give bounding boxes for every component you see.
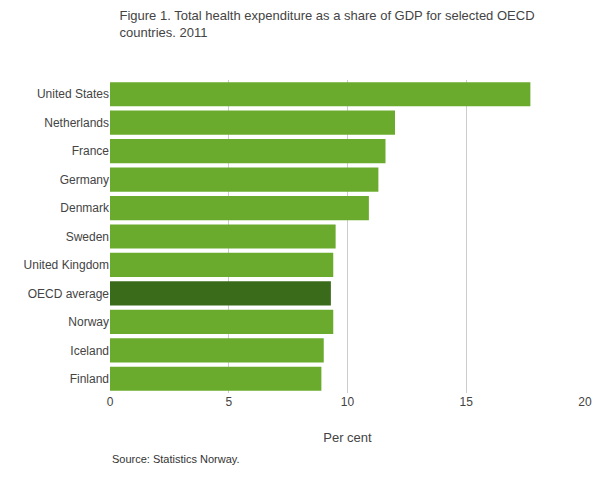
svg-text:France: France <box>72 144 110 158</box>
svg-text:20: 20 <box>578 395 592 409</box>
svg-text:Sweden: Sweden <box>66 230 109 244</box>
svg-text:Figure 1. Total health expendi: Figure 1. Total health expenditure as a … <box>120 8 535 40</box>
svg-text:Iceland: Iceland <box>70 344 109 358</box>
svg-text:Norway: Norway <box>68 315 109 329</box>
svg-text:15: 15 <box>460 395 474 409</box>
svg-text:Source: Statistics Norway.: Source: Statistics Norway. <box>112 453 240 465</box>
svg-text:United Kingdom: United Kingdom <box>24 258 109 272</box>
svg-text:Finland: Finland <box>70 372 109 386</box>
svg-text:0: 0 <box>107 395 114 409</box>
svg-text:United States: United States <box>37 87 109 101</box>
svg-text:5: 5 <box>225 395 232 409</box>
svg-text:10: 10 <box>341 395 355 409</box>
svg-text:Germany: Germany <box>60 173 109 187</box>
svg-text:Denmark: Denmark <box>60 201 110 215</box>
svg-text:Netherlands: Netherlands <box>44 116 109 130</box>
svg-text:Per cent: Per cent <box>323 430 372 445</box>
svg-text:OECD average: OECD average <box>28 287 110 301</box>
